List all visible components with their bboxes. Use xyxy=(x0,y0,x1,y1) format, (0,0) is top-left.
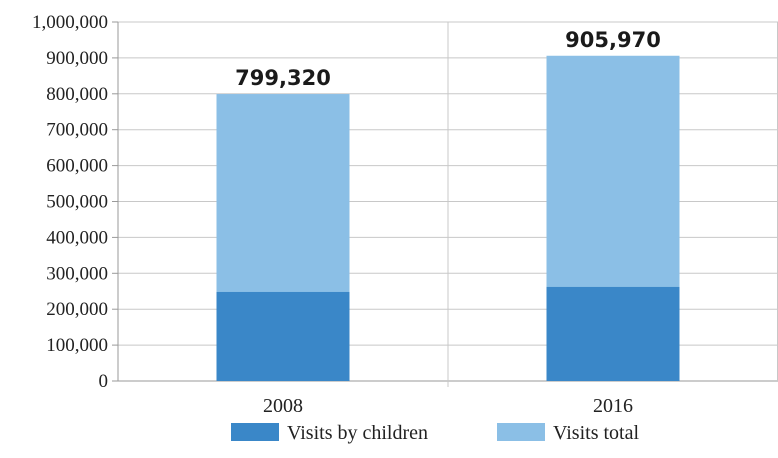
y-tick-label: 0 xyxy=(99,371,109,392)
y-tick-label: 100,000 xyxy=(46,335,108,356)
total-value-label: 799,320 xyxy=(235,66,331,90)
y-tick-label: 400,000 xyxy=(46,227,108,248)
y-tick-label: 800,000 xyxy=(46,84,108,105)
total-value-label: 905,970 xyxy=(565,28,661,52)
y-tick-label: 1,000,000 xyxy=(32,12,108,33)
legend-swatch xyxy=(497,423,545,441)
x-axis-tick-labels: 2008 2016 xyxy=(263,395,633,417)
y-tick-label: 600,000 xyxy=(46,156,108,177)
x-tick-label: 2016 xyxy=(593,395,633,417)
legend-label: Visits total xyxy=(553,422,639,444)
bar-visits-by-children xyxy=(546,286,680,381)
bars xyxy=(216,55,680,381)
y-tick-label: 300,000 xyxy=(46,263,108,284)
y-tick-label: 200,000 xyxy=(46,299,108,320)
x-tick-label: 2008 xyxy=(263,395,303,417)
legend-label: Visits by children xyxy=(287,422,428,444)
y-tick-label: 500,000 xyxy=(46,192,108,213)
legend: Visits by children Visits total xyxy=(231,422,639,444)
total-labels: 799,320 905,970 xyxy=(235,28,661,90)
bar-visits-by-children xyxy=(216,291,350,381)
y-axis-tick-labels: 0 100,000 200,000 300,000 400,000 500,000 600,… xyxy=(32,12,108,392)
y-tick-label: 700,000 xyxy=(46,120,108,141)
legend-swatch xyxy=(231,423,279,441)
y-tick-label: 900,000 xyxy=(46,48,108,69)
